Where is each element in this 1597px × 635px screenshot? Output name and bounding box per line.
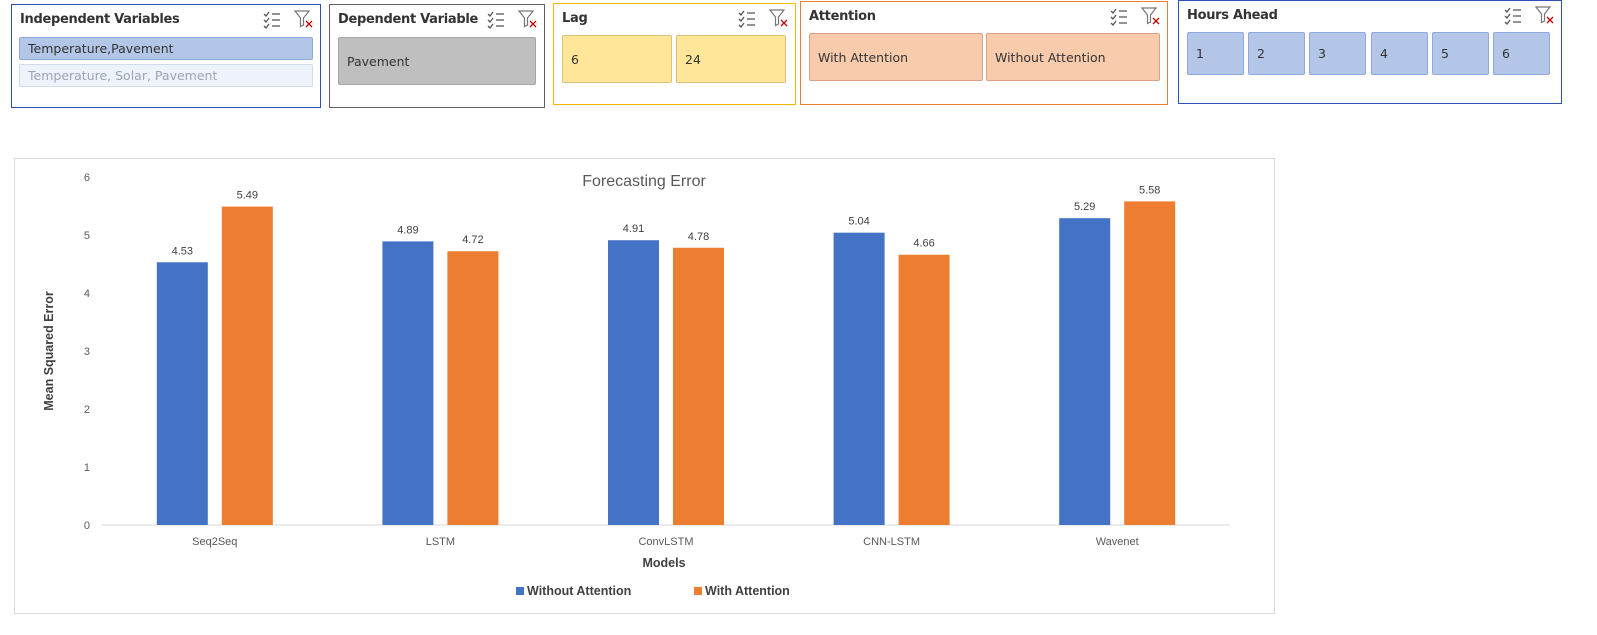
slicer-title: Attention <box>809 9 876 24</box>
slicer-lag: Lag 6 24 <box>553 3 796 105</box>
slicer-attention: Attention With Attention Without Attenti… <box>800 1 1168 105</box>
clear-filter-icon[interactable] <box>294 9 314 29</box>
slicer-hours-ahead: Hours Ahead 1 2 3 4 5 6 <box>1178 0 1562 104</box>
multi-select-icon[interactable] <box>1109 6 1129 26</box>
slicer-independent-variables: Independent Variables Temperature,Paveme… <box>11 4 321 108</box>
slicer-item-temperature-pavement[interactable]: Temperature,Pavement <box>19 37 313 60</box>
clear-filter-icon[interactable] <box>518 9 538 29</box>
slicer-toolbar <box>1109 6 1161 26</box>
slicer-toolbar <box>737 8 789 28</box>
slicer-item-hour-4[interactable]: 4 <box>1371 32 1428 75</box>
slicer-item-pavement[interactable]: Pavement <box>338 37 536 85</box>
slicer-header: Lag <box>562 8 789 30</box>
slicer-dependent-variable: Dependent Variable Pavement <box>329 4 545 108</box>
slicer-item-hour-5[interactable]: 5 <box>1432 32 1489 75</box>
multi-select-icon[interactable] <box>737 8 757 28</box>
slicer-header: Independent Variables <box>20 9 314 31</box>
slicer-item-hour-2[interactable]: 2 <box>1248 32 1305 75</box>
slicer-toolbar <box>262 9 314 29</box>
clear-filter-icon[interactable] <box>769 8 789 28</box>
slicer-title: Lag <box>562 11 588 26</box>
slicer-title: Independent Variables <box>20 12 180 27</box>
clear-filter-icon[interactable] <box>1141 6 1161 26</box>
chart-area[interactable] <box>14 158 1275 614</box>
slicer-item-temperature-solar-pavement[interactable]: Temperature, Solar, Pavement <box>19 64 313 87</box>
multi-select-icon[interactable] <box>1503 5 1523 25</box>
slicer-toolbar <box>486 9 538 29</box>
slicer-item-with-attention[interactable]: With Attention <box>809 33 983 81</box>
slicer-toolbar <box>1503 5 1555 25</box>
slicer-title: Dependent Variable <box>338 12 479 27</box>
slicer-header: Dependent Variable <box>338 9 538 31</box>
slicer-item-hour-6[interactable]: 6 <box>1493 32 1550 75</box>
slicer-header: Attention <box>809 6 1161 28</box>
slicer-item-hour-3[interactable]: 3 <box>1309 32 1366 75</box>
slicer-title: Hours Ahead <box>1187 8 1278 23</box>
slicer-item-lag-24[interactable]: 24 <box>676 35 786 83</box>
slicer-item-without-attention[interactable]: Without Attention <box>986 33 1160 81</box>
slicer-header: Hours Ahead <box>1187 5 1555 27</box>
multi-select-icon[interactable] <box>486 9 506 29</box>
multi-select-icon[interactable] <box>262 9 282 29</box>
slicer-item-hour-1[interactable]: 1 <box>1187 32 1244 75</box>
slicer-item-lag-6[interactable]: 6 <box>562 35 672 83</box>
clear-filter-icon[interactable] <box>1535 5 1555 25</box>
